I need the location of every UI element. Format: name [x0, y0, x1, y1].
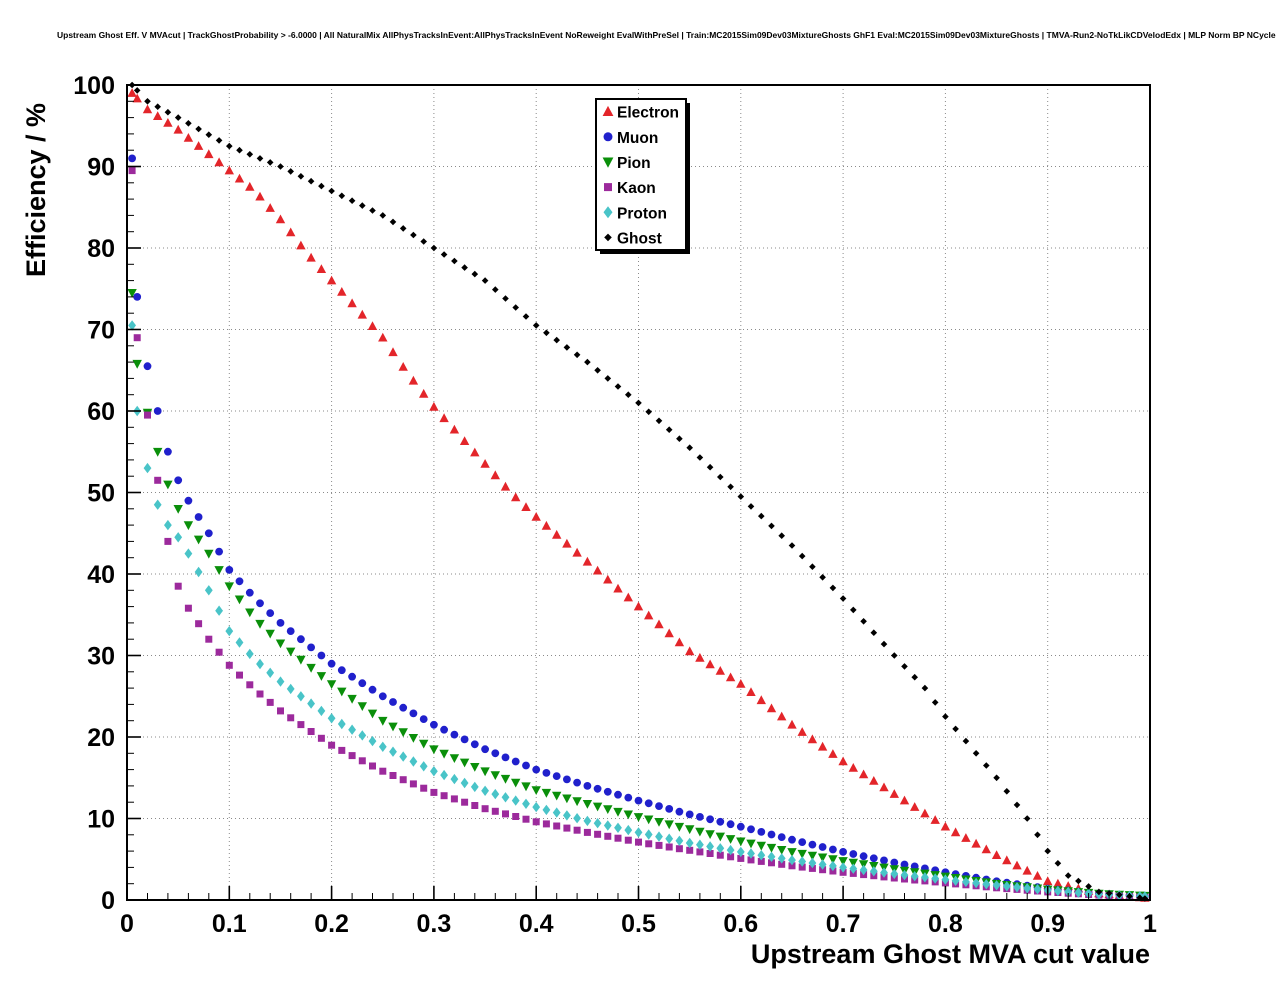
- legend-label: Pion: [617, 155, 651, 172]
- series-ghost: [128, 81, 1149, 902]
- x-tick-label: 1: [1143, 910, 1157, 938]
- legend-label: Kaon: [617, 180, 656, 197]
- legend-entry-electron: Electron: [602, 105, 679, 122]
- plot-title: Upstream Ghost Eff. V MVAcut | TrackGhos…: [57, 30, 1276, 40]
- x-tick-label: 0.4: [519, 910, 554, 938]
- legend-label: Ghost: [617, 230, 662, 247]
- y-tick-label: 70: [87, 317, 115, 345]
- y-tick-label: 60: [87, 398, 115, 426]
- x-tick-labels: 0 0.1 0.2 0.3 0.4 0.5 0.6 0.7 0.8 0.9 1: [120, 910, 1157, 938]
- y-axis-title: Efficiency / %: [21, 103, 51, 277]
- x-tick-label: 0.8: [928, 910, 963, 938]
- legend-entry-muon: Muon: [603, 130, 658, 147]
- y-tick-label: 20: [87, 724, 115, 752]
- y-tick-label: 10: [87, 806, 115, 834]
- x-tick-label: 0.5: [621, 910, 656, 938]
- legend-label: Proton: [617, 205, 667, 222]
- x-tick-label: 0.3: [417, 910, 452, 938]
- y-tick-label: 40: [87, 561, 115, 589]
- y-tick-label: 100: [73, 72, 115, 100]
- x-axis-title: Upstream Ghost MVA cut value: [751, 939, 1150, 969]
- x-tick-label: 0: [120, 910, 134, 938]
- y-axis-ticks: [127, 84, 141, 901]
- series-muon: [128, 154, 1149, 901]
- y-tick-label: 30: [87, 643, 115, 671]
- legend-entry-proton: Proton: [603, 205, 667, 222]
- legend-label: Muon: [617, 130, 658, 147]
- y-tick-label: 90: [87, 154, 115, 182]
- x-tick-label: 0.1: [212, 910, 247, 938]
- y-tick-labels: 0 10 20 30 40 50 60 70 80 90 100: [73, 72, 115, 915]
- legend-label: Electron: [617, 105, 679, 122]
- series-pion: [127, 289, 1150, 901]
- x-tick-label: 0.9: [1030, 910, 1065, 938]
- legend-entry-ghost: Ghost: [604, 230, 662, 247]
- legend-entry-kaon: Kaon: [604, 180, 656, 197]
- x-axis-ticks: [126, 886, 1151, 900]
- legend-entry-pion: Pion: [602, 155, 651, 172]
- y-tick-label: 80: [87, 235, 115, 263]
- legend: Electron Muon Pion Kaon Proton Ghost: [595, 98, 690, 254]
- x-tick-label: 0.2: [314, 910, 349, 938]
- y-tick-label: 50: [87, 480, 115, 508]
- x-tick-label: 0.6: [723, 910, 758, 938]
- x-tick-label: 0.7: [826, 910, 861, 938]
- y-tick-label: 0: [101, 887, 115, 915]
